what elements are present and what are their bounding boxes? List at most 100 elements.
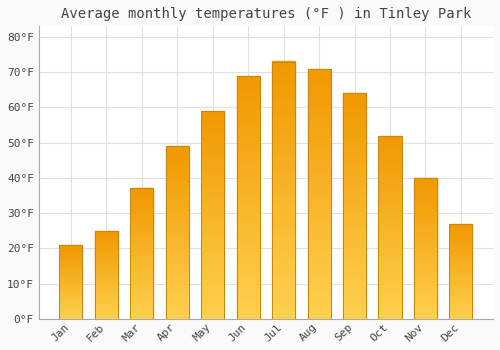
Bar [202, 149, 224, 153]
Bar [130, 219, 153, 221]
Bar [272, 276, 295, 280]
Bar [414, 213, 436, 216]
Bar [60, 270, 82, 271]
Bar [379, 221, 401, 224]
Bar [379, 172, 401, 175]
Bar [130, 210, 153, 212]
Bar [130, 315, 153, 317]
Bar [60, 261, 82, 262]
Bar [414, 206, 436, 208]
Bar [308, 240, 330, 244]
Bar [308, 69, 330, 73]
Bar [272, 83, 295, 87]
Bar [237, 157, 260, 161]
Bar [202, 111, 224, 114]
Bar [130, 195, 153, 197]
Bar [414, 305, 436, 307]
Bar [130, 273, 153, 275]
Bar [237, 197, 260, 201]
Bar [379, 197, 401, 200]
Bar [166, 146, 189, 319]
Bar [237, 112, 260, 116]
Bar [237, 193, 260, 197]
Bar [379, 145, 401, 148]
Bar [308, 102, 330, 106]
Bar [96, 260, 118, 261]
Bar [96, 234, 118, 235]
Bar [344, 131, 365, 135]
Bar [130, 191, 153, 193]
Bar [450, 247, 472, 249]
Bar [344, 138, 365, 142]
Bar [272, 164, 295, 169]
Bar [237, 100, 260, 104]
Bar [166, 313, 188, 316]
Bar [272, 233, 295, 237]
Bar [450, 252, 472, 254]
Bar [130, 206, 153, 208]
Bar [96, 294, 118, 295]
Bar [96, 312, 118, 313]
Bar [344, 195, 365, 198]
Bar [237, 92, 260, 96]
Bar [166, 276, 188, 279]
Bar [166, 293, 188, 296]
Bar [130, 238, 153, 240]
Bar [308, 294, 330, 298]
Bar [166, 299, 188, 302]
Bar [202, 264, 224, 267]
Bar [130, 297, 153, 299]
Bar [414, 178, 437, 319]
Bar [202, 177, 224, 180]
Bar [60, 286, 82, 287]
Bar [202, 173, 224, 177]
Bar [237, 76, 260, 80]
Bar [450, 287, 472, 289]
Bar [272, 62, 295, 66]
Bar [130, 212, 153, 215]
Bar [414, 185, 436, 187]
Bar [379, 188, 401, 190]
Bar [60, 314, 82, 315]
Bar [237, 270, 260, 274]
Bar [166, 172, 188, 175]
Bar [344, 312, 365, 315]
Bar [237, 161, 260, 165]
Bar [379, 194, 401, 197]
Bar [166, 161, 188, 163]
Bar [272, 156, 295, 160]
Bar [96, 301, 118, 303]
Bar [414, 258, 436, 260]
Bar [379, 252, 401, 255]
Bar [130, 304, 153, 306]
Bar [237, 140, 260, 145]
Bar [60, 289, 82, 290]
Bar [237, 177, 260, 181]
Bar [202, 142, 224, 146]
Bar [60, 309, 82, 310]
Bar [130, 293, 153, 295]
Bar [308, 98, 330, 102]
Bar [166, 227, 188, 230]
Bar [237, 266, 260, 270]
Bar [272, 91, 295, 96]
Bar [60, 255, 82, 256]
Bar [237, 124, 260, 128]
Bar [272, 74, 295, 79]
Bar [166, 258, 188, 261]
Bar [60, 250, 82, 251]
Bar [60, 279, 82, 281]
Bar [237, 120, 260, 124]
Bar [60, 272, 82, 273]
Bar [130, 230, 153, 232]
Bar [96, 239, 118, 241]
Bar [450, 244, 472, 246]
Bar [450, 301, 472, 303]
Bar [96, 314, 118, 316]
Bar [96, 251, 118, 253]
Bar [450, 260, 472, 262]
Bar [450, 251, 472, 252]
Bar [130, 202, 153, 204]
Bar [308, 298, 330, 302]
Bar [344, 168, 365, 172]
